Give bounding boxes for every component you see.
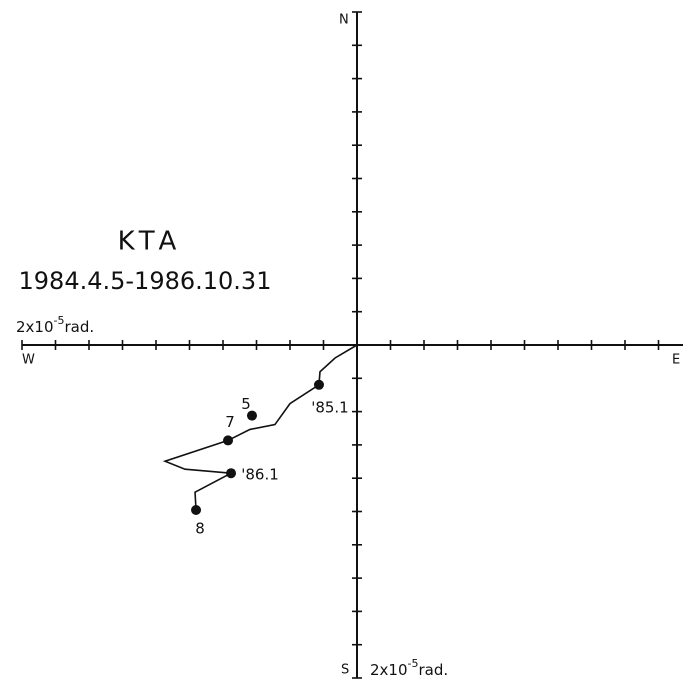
x-scale-label: 2x10-5rad. xyxy=(16,314,94,336)
point xyxy=(191,505,202,516)
chart-subtitle: 1984.4.5-1986.10.31 xyxy=(19,267,272,295)
tilt-trace xyxy=(162,344,358,511)
point xyxy=(223,435,234,446)
east-label: E xyxy=(672,353,680,368)
point xyxy=(246,410,257,421)
south-label: S xyxy=(341,663,349,678)
y-scale-label: 2x10-5rad. xyxy=(370,657,448,679)
point-label: 7 xyxy=(225,413,235,431)
point-label: '85.1 xyxy=(311,398,349,416)
north-label: N xyxy=(339,13,349,28)
point-label: 5 xyxy=(241,395,251,413)
west-label: W xyxy=(22,353,35,368)
point-label: 8 xyxy=(195,520,205,538)
point-label: '86.1 xyxy=(241,466,279,484)
point xyxy=(313,379,324,390)
point xyxy=(226,468,237,479)
chart-title: KTA xyxy=(118,227,183,257)
